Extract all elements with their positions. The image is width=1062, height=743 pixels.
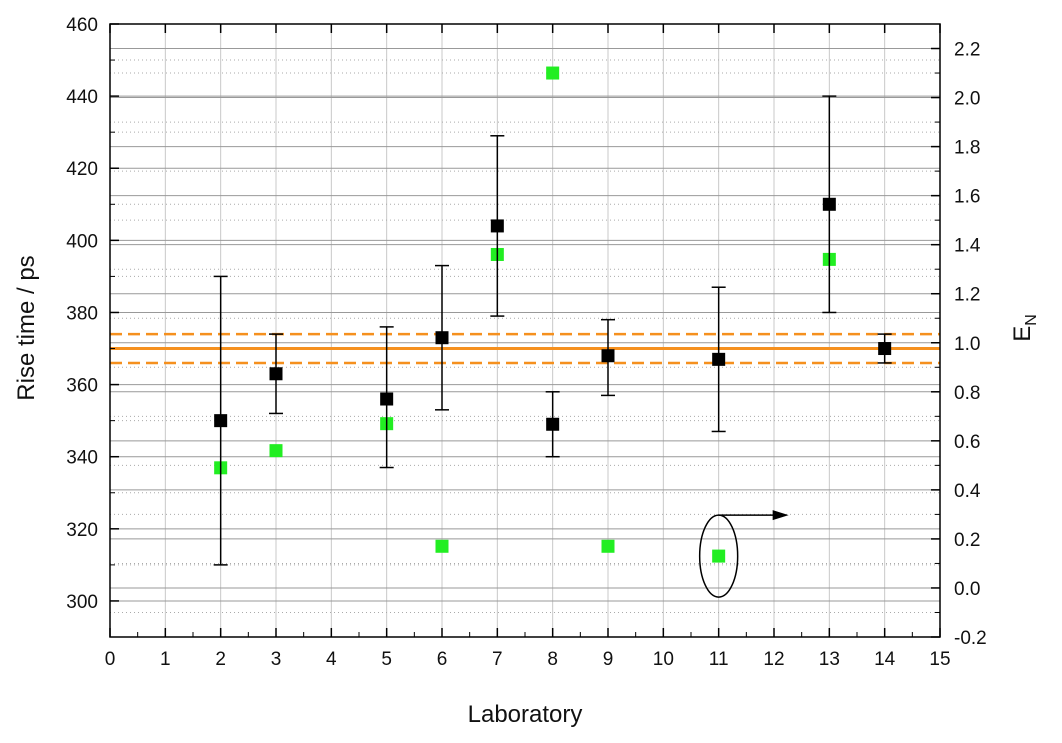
plot-frame bbox=[109, 23, 941, 638]
y2-tick-label: 1.2 bbox=[954, 285, 980, 306]
y-tick-label: 420 bbox=[66, 159, 98, 180]
x-tick-label: 13 bbox=[819, 649, 840, 670]
y2-tick-label: 1.4 bbox=[954, 236, 981, 257]
y2-tick-label: 2.0 bbox=[954, 89, 980, 110]
y-tick-label: 440 bbox=[66, 87, 98, 108]
en-point bbox=[435, 539, 449, 553]
x-axis-title: Laboratory bbox=[468, 701, 583, 728]
x-tick-label: 3 bbox=[271, 649, 282, 670]
rise-time-point bbox=[601, 349, 615, 363]
x-tick-label: 4 bbox=[326, 649, 337, 670]
x-tick-label: 1 bbox=[160, 649, 171, 670]
rise-time-point bbox=[435, 331, 449, 345]
y2-tick-label: -0.2 bbox=[954, 628, 987, 649]
annotation-arrow-head bbox=[772, 510, 789, 521]
y-tick-label: 460 bbox=[66, 15, 98, 36]
x-tick-label: 6 bbox=[437, 649, 448, 670]
en-point bbox=[269, 444, 283, 458]
y2-axis-title-sub: N bbox=[1023, 314, 1040, 326]
x-tick-label: 11 bbox=[709, 649, 729, 670]
rise-time-point bbox=[269, 367, 283, 381]
rise-time-point bbox=[214, 414, 228, 428]
axis-ticks: 0 1 2 3 4 5 6 7 8 9 10 11 12 13 14 15300320340360380400… bbox=[66, 15, 986, 670]
y2-tick-label: 1.8 bbox=[954, 138, 980, 159]
x-tick-label: 12 bbox=[763, 649, 784, 670]
en-point bbox=[546, 66, 560, 80]
x-tick-label: 10 bbox=[653, 649, 674, 670]
rise-time-point bbox=[546, 417, 560, 431]
x-tick-label: 2 bbox=[215, 649, 226, 670]
rise-time-point bbox=[878, 342, 892, 356]
y2-axis-title-main: E bbox=[1009, 326, 1036, 342]
en-point bbox=[601, 539, 615, 553]
y2-tick-label: 1.0 bbox=[954, 334, 980, 355]
rise-time-point bbox=[490, 219, 504, 233]
y2-axis-title: EN bbox=[1009, 314, 1040, 342]
y-tick-label: 340 bbox=[66, 448, 98, 469]
annotation bbox=[698, 510, 789, 598]
plot-border bbox=[109, 23, 941, 638]
grid bbox=[110, 24, 940, 637]
y-tick-label: 400 bbox=[66, 231, 98, 252]
y-tick-label: 300 bbox=[66, 592, 98, 613]
y2-tick-label: 1.6 bbox=[954, 187, 980, 208]
rise-time-point bbox=[822, 197, 836, 211]
x-tick-label: 5 bbox=[381, 649, 392, 670]
x-tick-label: 7 bbox=[492, 649, 503, 670]
en-point bbox=[712, 549, 726, 563]
data-marks bbox=[213, 66, 892, 566]
y2-tick-label: 0.2 bbox=[954, 530, 980, 551]
x-tick-label: 9 bbox=[603, 649, 614, 670]
y2-tick-label: 0.8 bbox=[954, 383, 980, 404]
reference-lines bbox=[110, 332, 940, 365]
x-tick-label: 0 bbox=[105, 649, 116, 670]
y2-tick-label: 0.6 bbox=[954, 432, 980, 453]
rise-time-point bbox=[380, 392, 394, 406]
y-tick-label: 380 bbox=[66, 303, 98, 324]
y-tick-label: 360 bbox=[66, 376, 98, 397]
x-tick-label: 8 bbox=[547, 649, 558, 670]
y2-tick-label: 0.4 bbox=[954, 481, 981, 502]
y2-tick-label: 0.0 bbox=[954, 579, 980, 600]
x-tick-label: 14 bbox=[874, 649, 896, 670]
y-tick-label: 320 bbox=[66, 520, 98, 541]
y2-tick-label: 2.2 bbox=[954, 40, 980, 61]
x-tick-label: 15 bbox=[929, 649, 950, 670]
y-axis-title: Rise time / ps bbox=[13, 255, 40, 400]
rise-time-point bbox=[712, 352, 726, 366]
